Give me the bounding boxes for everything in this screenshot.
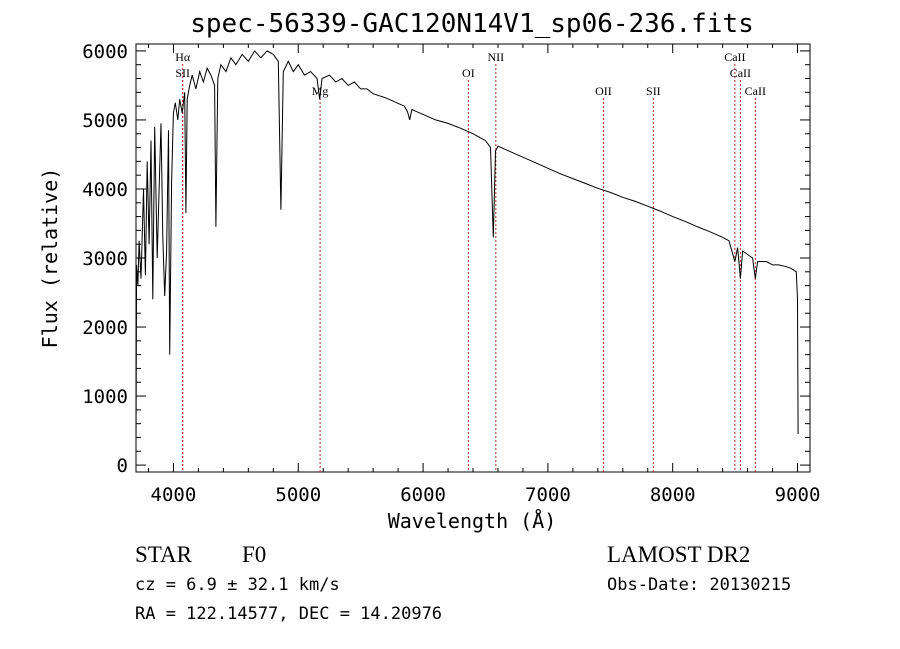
chart-title: spec-56339-GAC120N14V1_sp06-236.fits: [190, 9, 754, 39]
spectral-line-label: SII: [646, 84, 661, 98]
x-tick-label: 7000: [525, 484, 571, 506]
y-tick-label: 2000: [82, 317, 128, 339]
object-class: STAR: [135, 542, 193, 567]
spectral-line-label: CaII: [724, 50, 745, 64]
object-subclass: F0: [242, 542, 266, 567]
x-axis-ticks: 4000 5000 6000 7000 8000 9000: [147, 44, 821, 506]
spectral-line-label: SII: [175, 66, 190, 80]
x-axis-label: Wavelength (Å): [388, 509, 557, 533]
coordinates: RA = 122.14577, DEC = 14.20976: [135, 604, 442, 624]
spectrum-series-line: [135, 50, 799, 445]
x-tick-label: 9000: [775, 484, 821, 506]
y-tick-label: 1000: [82, 386, 128, 408]
plot-frame: [135, 43, 811, 473]
redshift-text: cz = 6.9 ± 32.1 km/s: [135, 575, 340, 595]
y-tick-label: 4000: [82, 179, 128, 201]
y-tick-label: 5000: [82, 110, 128, 132]
spectral-line-label: CaII: [745, 84, 766, 98]
x-tick-label: 6000: [400, 484, 446, 506]
spectral-line-label: OII: [595, 84, 612, 98]
y-axis-label: Flux (relative): [38, 168, 62, 349]
survey-name: LAMOST DR2: [607, 542, 750, 567]
spectral-line-label: Hα: [175, 50, 191, 64]
y-tick-label: 6000: [82, 41, 128, 63]
spectral-line-label: NII: [488, 50, 505, 64]
spectral-line-label: Mg: [312, 84, 329, 98]
spectral-line-label: OI: [462, 66, 475, 80]
y-tick-label: 3000: [82, 248, 128, 270]
obs-date: Obs-Date: 20130215: [607, 575, 791, 595]
x-tick-label: 4000: [151, 484, 197, 506]
spectral-line-label: CaII: [730, 66, 751, 80]
x-tick-label: 5000: [275, 484, 321, 506]
y-axis-ticks: 0 1000 2000 3000 4000 5000 6000: [82, 41, 810, 477]
x-tick-label: 8000: [650, 484, 696, 506]
spectral-line-markers: Hα SII Mg OI NII OII SII CaII CaII CaII: [175, 50, 766, 472]
y-tick-label: 0: [117, 455, 128, 477]
